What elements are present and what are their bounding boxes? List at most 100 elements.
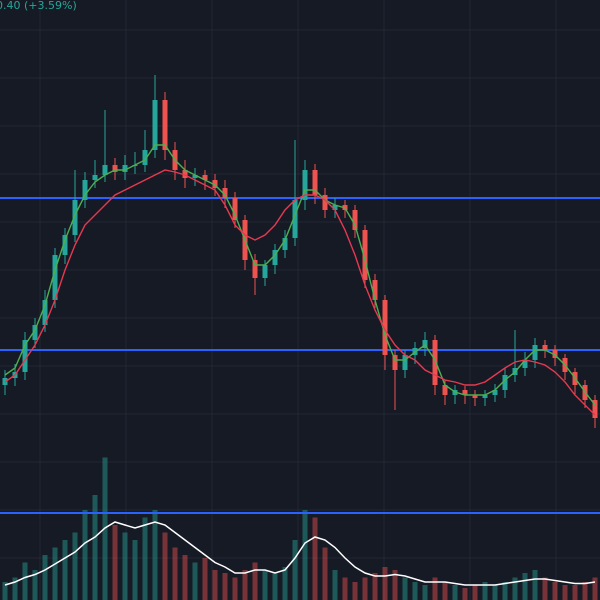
volume-bar bbox=[582, 582, 588, 600]
candle-body bbox=[282, 238, 288, 250]
volume-bar bbox=[42, 555, 48, 600]
candle-body bbox=[122, 165, 128, 172]
candle-body bbox=[162, 100, 168, 150]
volume-bar bbox=[472, 585, 478, 600]
volume-bar bbox=[122, 532, 128, 600]
volume-bar bbox=[282, 567, 288, 600]
volume-bar bbox=[262, 570, 268, 600]
candle-body bbox=[112, 165, 118, 172]
volume-bar bbox=[552, 582, 558, 600]
volume-bar bbox=[462, 588, 468, 600]
candle-body bbox=[252, 260, 258, 278]
candle-body bbox=[522, 360, 528, 368]
volume-bar bbox=[492, 585, 498, 600]
candle-body bbox=[382, 300, 388, 355]
candle-body bbox=[542, 345, 548, 350]
candle-body bbox=[142, 150, 148, 165]
volume-bar bbox=[302, 510, 308, 600]
volume-bar bbox=[242, 570, 248, 600]
volume-bar bbox=[212, 570, 218, 600]
volume-bar bbox=[512, 577, 518, 600]
volume-bar bbox=[422, 585, 428, 600]
candle-body bbox=[392, 355, 398, 370]
candle-body bbox=[372, 280, 378, 300]
candle-body bbox=[332, 205, 338, 210]
volume-bar bbox=[362, 577, 368, 600]
candle-body bbox=[482, 395, 488, 398]
candle-body bbox=[272, 250, 278, 265]
candle-body bbox=[502, 375, 508, 390]
candle-body bbox=[532, 345, 538, 360]
price-change: 0.40 (+3.59%) bbox=[0, 0, 77, 12]
volume-bar bbox=[82, 510, 88, 600]
volume-bar bbox=[32, 570, 38, 600]
volume-bar bbox=[412, 582, 418, 600]
volume-bar bbox=[192, 562, 198, 600]
volume-bar bbox=[232, 577, 238, 600]
candle-body bbox=[322, 195, 328, 210]
candle-body bbox=[462, 390, 468, 395]
volume-bar bbox=[522, 573, 528, 600]
volume-bar bbox=[442, 582, 448, 600]
volume-bar bbox=[592, 577, 598, 600]
ma-line bbox=[4, 144, 596, 406]
volume-bar bbox=[72, 532, 78, 600]
candle-body bbox=[402, 355, 408, 370]
volume-bar bbox=[342, 577, 348, 600]
candle-body bbox=[42, 300, 48, 325]
volume-bar bbox=[222, 573, 228, 600]
candle-body bbox=[442, 385, 448, 395]
candle-body bbox=[432, 340, 438, 385]
candle-body bbox=[32, 325, 38, 340]
candle-body bbox=[592, 400, 598, 418]
volume-bar bbox=[392, 570, 398, 600]
volume-bar bbox=[22, 562, 28, 600]
volume-bar bbox=[202, 558, 208, 600]
candle-body bbox=[552, 350, 558, 358]
volume-bar bbox=[252, 562, 258, 600]
volume-bar bbox=[132, 540, 138, 600]
volume-bar bbox=[542, 577, 548, 600]
candle-body bbox=[62, 235, 68, 255]
volume-bar bbox=[372, 573, 378, 600]
volume-bar bbox=[172, 547, 178, 600]
candle-body bbox=[152, 100, 158, 150]
candle-body bbox=[102, 165, 108, 175]
candle-body bbox=[232, 198, 238, 220]
volume-bar bbox=[292, 540, 298, 600]
candle-body bbox=[352, 210, 358, 230]
volume-bar bbox=[12, 577, 18, 600]
volume-bar bbox=[562, 585, 568, 600]
volume-bar bbox=[452, 585, 458, 600]
volume-bar bbox=[92, 495, 98, 600]
candle-body bbox=[302, 170, 308, 200]
candle-body bbox=[202, 175, 208, 180]
volume-bar bbox=[312, 517, 318, 600]
volume-bar bbox=[352, 582, 358, 600]
candle-body bbox=[182, 170, 188, 178]
volume-bar bbox=[62, 540, 68, 600]
volume-bar bbox=[382, 567, 388, 600]
volume-bar bbox=[402, 577, 408, 600]
candle-body bbox=[422, 340, 428, 348]
volume-bar bbox=[482, 582, 488, 600]
candle-body bbox=[72, 200, 78, 235]
candle-body bbox=[262, 265, 268, 278]
candle-body bbox=[472, 395, 478, 398]
volume-bar bbox=[2, 582, 8, 600]
candle-body bbox=[92, 175, 98, 180]
candle-body bbox=[222, 188, 228, 198]
candle-body bbox=[52, 255, 58, 300]
candle-body bbox=[492, 390, 498, 395]
candle-body bbox=[292, 200, 298, 238]
volume-bar bbox=[332, 570, 338, 600]
ma-line bbox=[4, 169, 596, 416]
candle-body bbox=[22, 340, 28, 372]
volume-bar bbox=[502, 582, 508, 600]
volume-bar bbox=[152, 510, 158, 600]
volume-bar bbox=[572, 585, 578, 600]
